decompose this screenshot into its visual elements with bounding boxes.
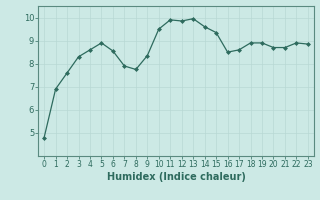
X-axis label: Humidex (Indice chaleur): Humidex (Indice chaleur) [107, 172, 245, 182]
